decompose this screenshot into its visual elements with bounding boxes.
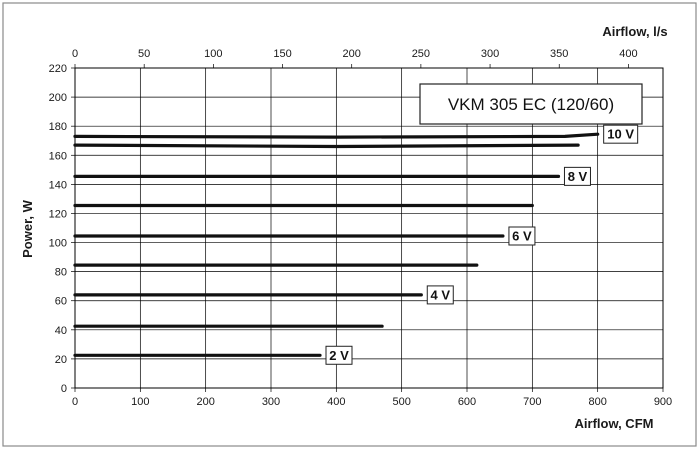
x2-axis-title: Airflow, l/s bbox=[602, 24, 667, 39]
x2-tick-label: 400 bbox=[619, 48, 637, 60]
series-label-box bbox=[325, 345, 353, 365]
tick-labels: 0 20 40 60 80 100 120 140 160 180 200 220 0 100 200 300… bbox=[49, 48, 673, 408]
y-tick-label: 120 bbox=[49, 208, 67, 220]
x-tick-label: 700 bbox=[523, 396, 541, 408]
title-box-border bbox=[419, 83, 643, 125]
x-tick-label: 300 bbox=[262, 396, 280, 408]
x-tick-label: 0 bbox=[72, 396, 78, 408]
y-axis-title: Power, W bbox=[20, 199, 35, 258]
y-tick-label: 140 bbox=[49, 179, 67, 191]
x-tick-label: 400 bbox=[327, 396, 345, 408]
x2-tick-label: 350 bbox=[550, 48, 568, 60]
series-label: 2 V bbox=[329, 348, 349, 363]
y-tick-label: 20 bbox=[55, 354, 67, 366]
series-label-box bbox=[508, 226, 536, 246]
series-label: 4 V bbox=[431, 287, 451, 302]
chart-title: VKM 305 EC (120/60) bbox=[448, 95, 614, 114]
series-labels: 2 V 4 V 6 V 8 V 10 V bbox=[325, 124, 639, 365]
series-line bbox=[73, 132, 600, 139]
series-lines bbox=[73, 132, 600, 357]
y-tick-label: 80 bbox=[55, 267, 67, 279]
series-label: 10 V bbox=[607, 127, 634, 142]
grid bbox=[71, 64, 664, 392]
y-tick-label: 40 bbox=[55, 325, 67, 337]
x-axis-title: Airflow, CFM bbox=[575, 416, 654, 431]
y-tick-label: 0 bbox=[61, 383, 67, 395]
x-tick-label: 800 bbox=[588, 396, 606, 408]
x2-tick-label: 0 bbox=[72, 48, 78, 60]
series-label: 8 V bbox=[568, 169, 588, 184]
series-label-box bbox=[603, 124, 639, 144]
x2-tick-label: 200 bbox=[343, 48, 361, 60]
x-tick-label: 500 bbox=[392, 396, 410, 408]
y-tick-label: 60 bbox=[55, 296, 67, 308]
x-tick-label: 100 bbox=[131, 396, 149, 408]
x-tick-label: 200 bbox=[196, 396, 214, 408]
x2-tick-label: 300 bbox=[481, 48, 499, 60]
x2-tick-label: 100 bbox=[204, 48, 222, 60]
y-tick-label: 220 bbox=[49, 63, 67, 75]
x2-tick-label: 150 bbox=[273, 48, 291, 60]
y-tick-label: 160 bbox=[49, 150, 67, 162]
x2-tick-label: 50 bbox=[138, 48, 150, 60]
x-tick-label: 600 bbox=[458, 396, 476, 408]
y-tick-label: 200 bbox=[49, 92, 67, 104]
series-label-box bbox=[563, 166, 591, 186]
y-tick-label: 180 bbox=[49, 121, 67, 133]
series-label-box bbox=[426, 285, 454, 305]
series-label: 6 V bbox=[512, 229, 532, 244]
series-line bbox=[73, 143, 580, 149]
y-tick-label: 100 bbox=[49, 238, 67, 250]
x2-tick-label: 250 bbox=[412, 48, 430, 60]
x-tick-label: 900 bbox=[654, 396, 672, 408]
chart-title-box: VKM 305 EC (120/60) bbox=[419, 83, 643, 125]
